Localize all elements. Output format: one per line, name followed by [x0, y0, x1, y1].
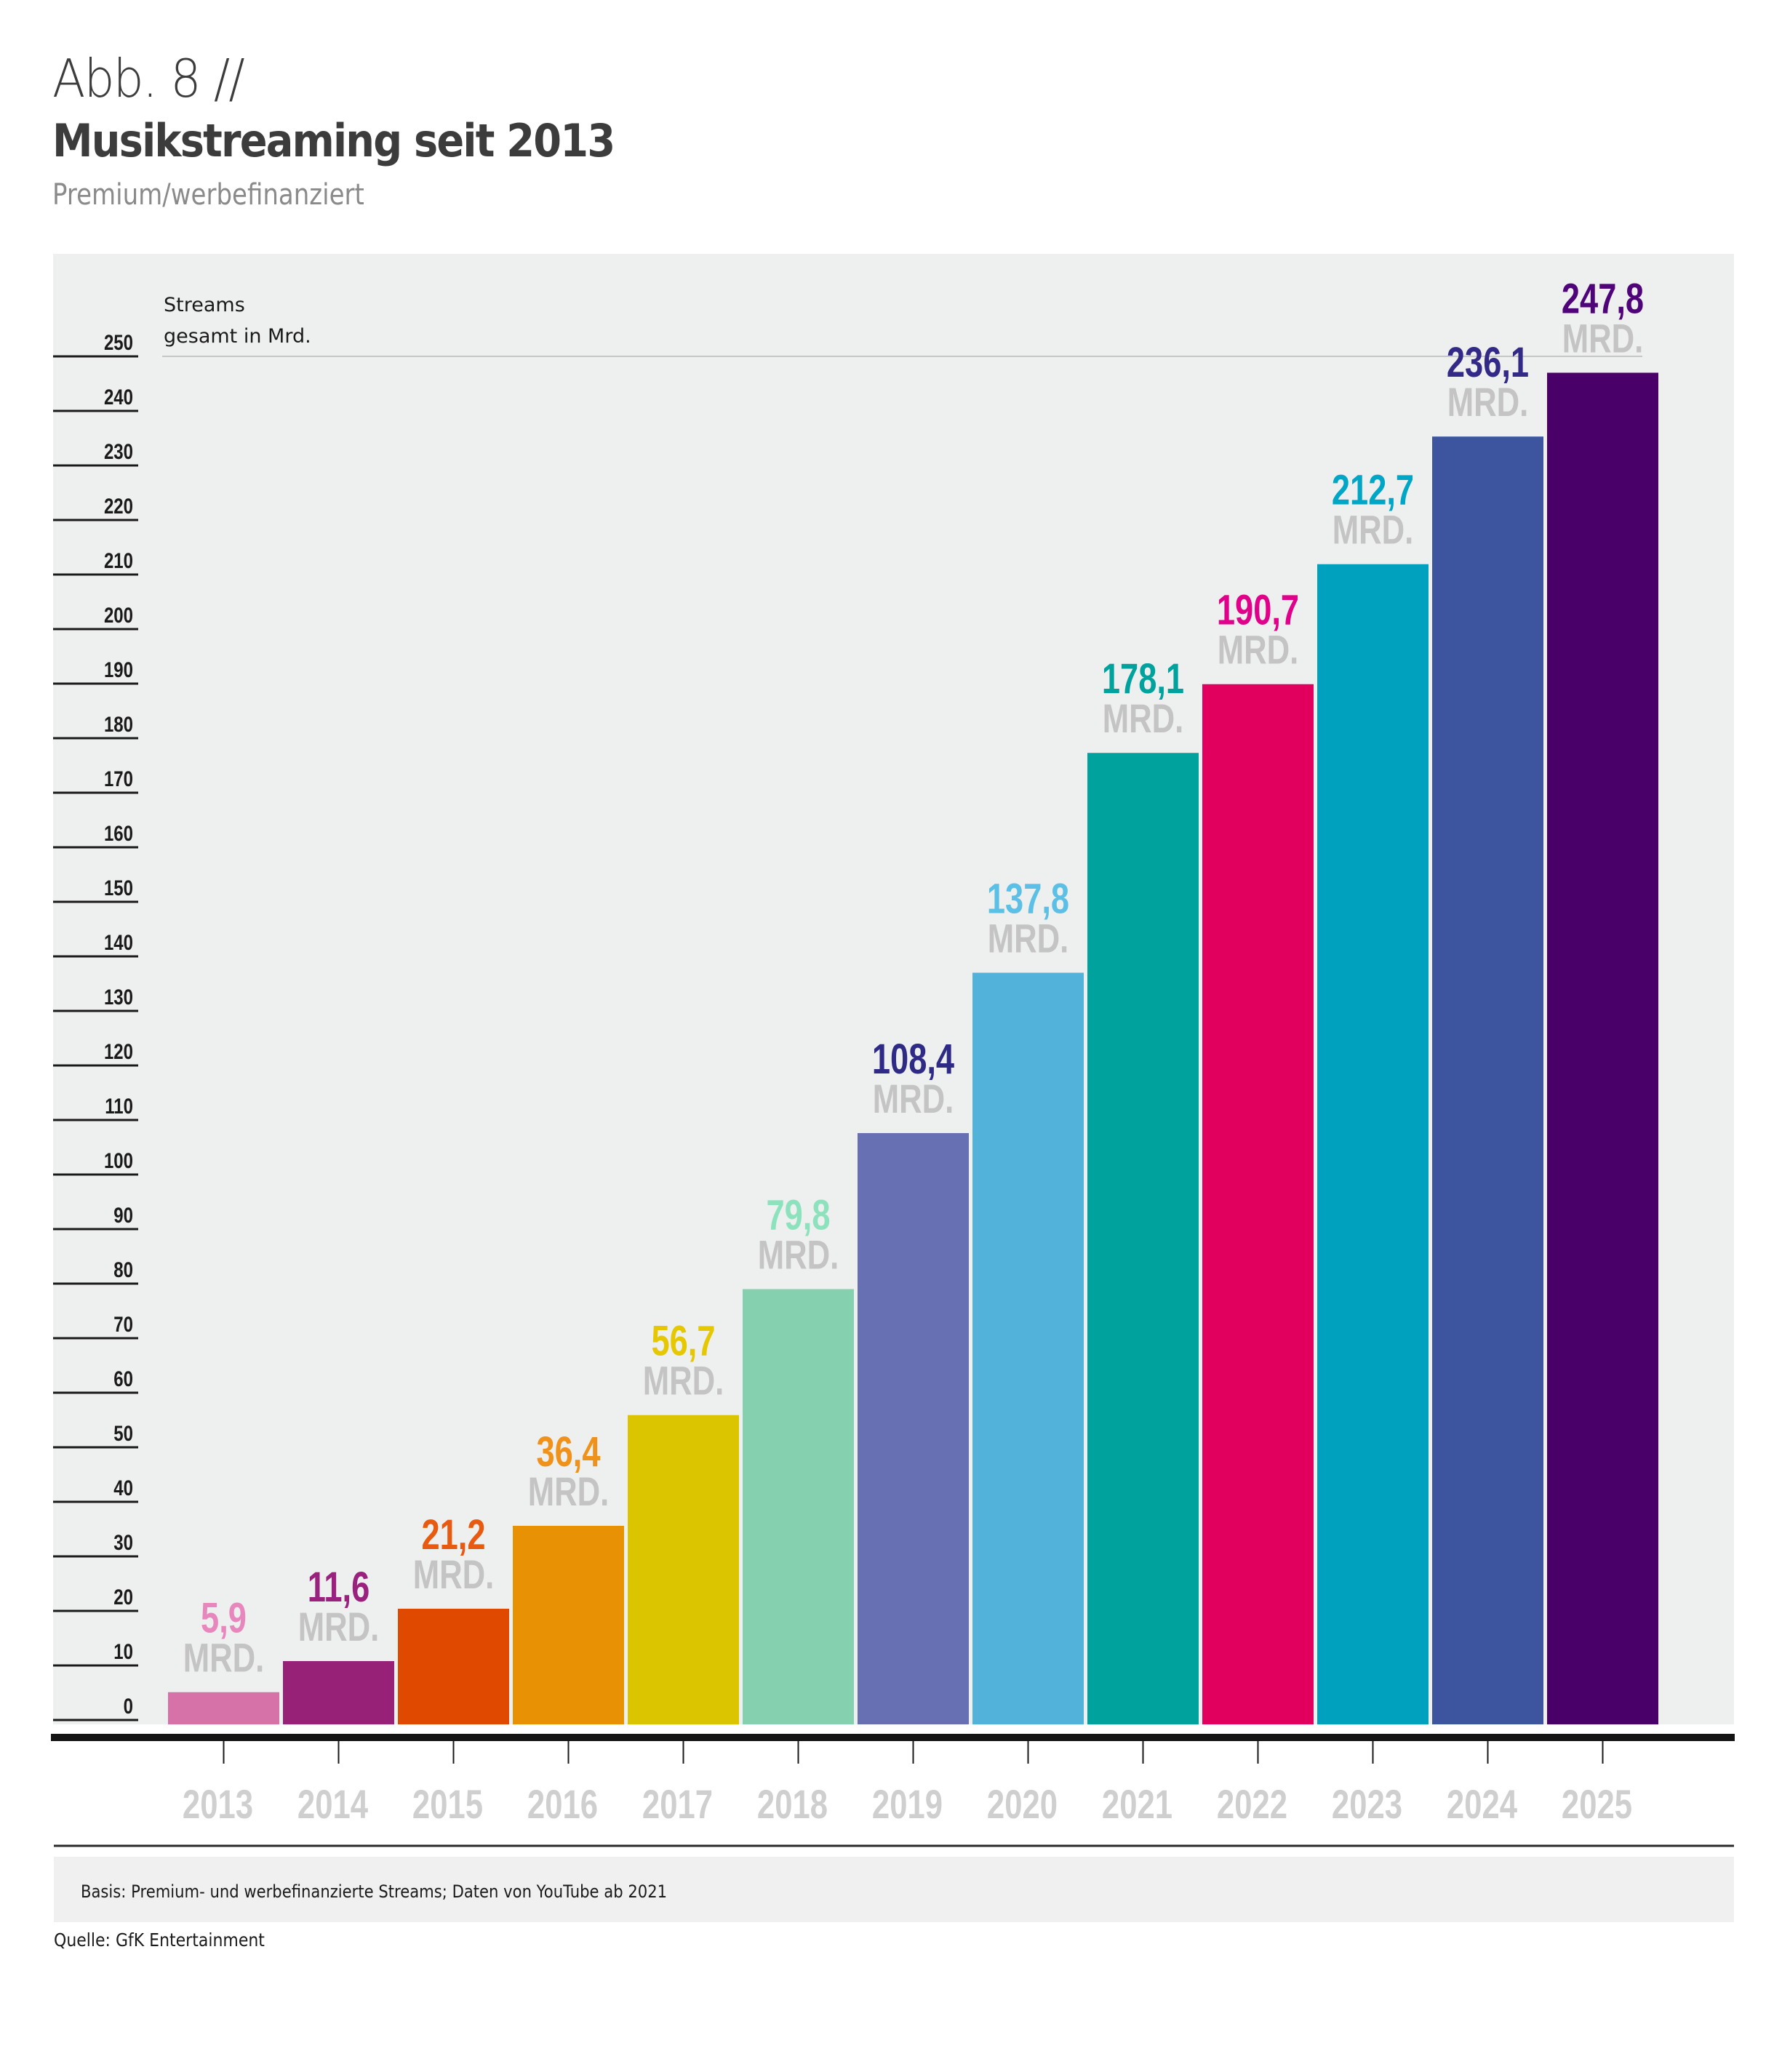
unit-label-2017: MRD.	[643, 1359, 724, 1404]
y-tick-label: 190	[104, 657, 133, 681]
y-axis: 0 10 20 30 40 50 60 70 80 90 100 110 120 130 140 150 160…	[53, 329, 138, 1721]
value-label-2022: 190,7	[1217, 587, 1299, 634]
unit-label-2014: MRD.	[298, 1604, 380, 1649]
y-tick-label: 110	[105, 1093, 133, 1118]
unit-label-2025: MRD.	[1562, 316, 1644, 361]
unit-label-2021: MRD.	[1103, 696, 1184, 741]
unit-label-2020: MRD.	[988, 916, 1069, 961]
x-tick-label-2023: 2023	[1332, 1782, 1402, 1827]
y-tick-label: 30	[113, 1529, 133, 1554]
bar-2019	[858, 1133, 969, 1724]
x-tick-label-2024: 2024	[1447, 1782, 1517, 1827]
value-label-2020: 137,8	[987, 876, 1069, 923]
bar-2018	[743, 1289, 854, 1724]
y-tick-label: 90	[113, 1202, 133, 1227]
value-label-2024: 236,1	[1447, 340, 1529, 387]
figure-label: Abb. 8 //	[52, 48, 245, 109]
y-tick-label: 170	[104, 766, 133, 791]
value-label-2014: 11,6	[308, 1564, 370, 1612]
y-tick-label: 0	[124, 1693, 133, 1718]
y-tick-label: 210	[104, 548, 133, 572]
x-axis: 2013 2014 2015 2016 2017 2018 2019 2020 2021 2022…	[183, 1741, 1632, 1827]
x-tick-label-2014: 2014	[297, 1782, 368, 1827]
source-text: Quelle: GfK Entertainment	[54, 1929, 265, 1951]
x-tick-label-2022: 2022	[1217, 1782, 1287, 1827]
unit-label-2023: MRD.	[1332, 508, 1414, 553]
bar-2021	[1087, 753, 1199, 1724]
bar-2024	[1432, 436, 1543, 1724]
unit-label-2018: MRD.	[758, 1232, 839, 1277]
bar-2016	[513, 1526, 624, 1724]
y-tick-label: 100	[104, 1148, 133, 1172]
y-tick-label: 160	[104, 820, 133, 845]
y-tick-label: 180	[104, 711, 133, 736]
bar-2017	[628, 1415, 739, 1724]
x-tick-label-2019: 2019	[872, 1782, 943, 1827]
value-label-2019: 108,4	[872, 1036, 954, 1084]
y-tick-label: 240	[104, 384, 133, 409]
y-tick-label: 20	[113, 1584, 133, 1609]
x-tick-label-2013: 2013	[183, 1782, 253, 1827]
footnote-box	[54, 1857, 1734, 1922]
chart-subtitle: Premium/werbefinanziert	[52, 178, 364, 212]
y-tick-label: 230	[104, 439, 133, 463]
bar-2014	[283, 1661, 394, 1724]
y-tick-label: 80	[113, 1257, 133, 1281]
value-label-2015: 21,2	[421, 1512, 485, 1559]
y-tick-label: 150	[104, 875, 133, 900]
unit-label-2015: MRD.	[413, 1552, 495, 1597]
unit-label-2022: MRD.	[1218, 628, 1299, 673]
y-tick-label: 60	[113, 1366, 133, 1391]
y-tick-label: 70	[113, 1311, 133, 1336]
bar-2025	[1547, 372, 1658, 1724]
value-label-2016: 36,4	[536, 1429, 600, 1476]
value-label-2018: 79,8	[766, 1192, 830, 1239]
y-tick-label: 10	[113, 1639, 133, 1663]
y-tick-label: 140	[104, 929, 133, 954]
x-tick-label-2021: 2021	[1102, 1782, 1172, 1827]
bar-2023	[1317, 564, 1429, 1724]
unit-label-2013: MRD.	[183, 1636, 265, 1681]
bar-chart: 0 10 20 30 40 50 60 70 80 90 100 110 120 130 140 150 160…	[51, 276, 1735, 1847]
x-tick-label-2020: 2020	[987, 1782, 1058, 1827]
chart-title: Musikstreaming seit 2013	[52, 114, 615, 167]
bar-2020	[972, 972, 1084, 1724]
unit-label-2016: MRD.	[528, 1469, 610, 1514]
bar-2022	[1202, 684, 1314, 1724]
x-tick-label-2018: 2018	[757, 1782, 828, 1827]
y-tick-label: 130	[104, 984, 133, 1009]
value-labels: 5,9MRD.11,6MRD.21,2MRD.36,4MRD.56,7MRD.7…	[183, 276, 1644, 1681]
x-tick-label-2015: 2015	[412, 1782, 483, 1827]
y-tick-label: 50	[113, 1420, 133, 1445]
value-label-2013: 5,9	[201, 1595, 247, 1642]
y-tick-label: 40	[113, 1475, 133, 1500]
bars	[168, 372, 1658, 1724]
bar-2013	[168, 1692, 279, 1724]
unit-label-2024: MRD.	[1447, 380, 1529, 425]
value-label-2023: 212,7	[1332, 467, 1414, 514]
x-tick-label-2017: 2017	[642, 1782, 713, 1827]
y-tick-label: 250	[104, 329, 133, 354]
y-tick-label: 200	[104, 602, 133, 627]
value-label-2017: 56,7	[651, 1318, 715, 1365]
value-label-2021: 178,1	[1102, 656, 1184, 703]
y-tick-label: 120	[104, 1039, 133, 1063]
x-tick-label-2016: 2016	[527, 1782, 598, 1827]
unit-label-2019: MRD.	[873, 1076, 954, 1121]
bar-2015	[398, 1609, 509, 1724]
footnote-text: Basis: Premium- und werbefinanzierte Str…	[81, 1881, 668, 1902]
x-axis-line	[51, 1734, 1735, 1741]
y-axis-title: Streams gesamt in Mrd.	[164, 294, 311, 348]
x-tick-label-2025: 2025	[1562, 1782, 1632, 1827]
y-axis-title-line-1: Streams	[164, 294, 245, 316]
y-tick-label: 220	[104, 493, 133, 518]
y-axis-title-line-2: gesamt in Mrd.	[164, 325, 311, 348]
value-label-2025: 247,8	[1562, 276, 1644, 323]
